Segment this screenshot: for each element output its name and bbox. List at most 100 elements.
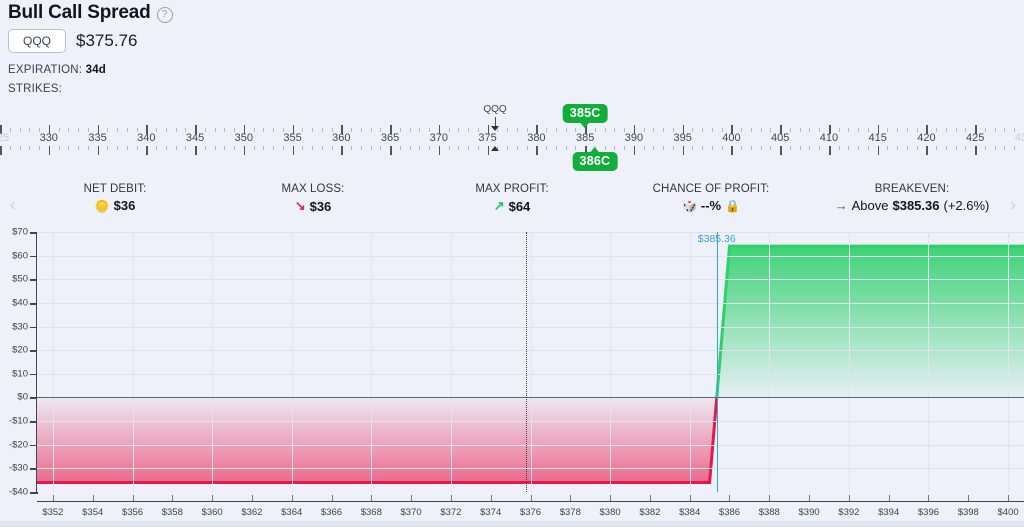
bottom-scrollbar[interactable] [0, 521, 1024, 527]
ruler-tick-bottom [448, 146, 450, 150]
expiration-row: EXPIRATION: 34d [8, 64, 106, 76]
ruler-tick-bottom [536, 146, 538, 155]
ruler-label: 360 [332, 132, 351, 144]
metric-breakeven[interactable]: BREAKEVEN: → Above $385.36 (+2.6%) [835, 183, 990, 213]
gridline-vertical [291, 232, 293, 492]
ruler-tick-bottom [936, 146, 938, 150]
metric-max-loss[interactable]: MAX LOSS: ↘ $36 [282, 183, 345, 214]
y-axis-label: $70 [12, 226, 28, 238]
ruler-tick-top [721, 128, 723, 132]
ruler-tick-top [858, 128, 860, 132]
ruler-tick-top [477, 128, 479, 132]
metric-chance-of-profit[interactable]: CHANCE OF PROFIT: 🎲 --% 🔒 [653, 183, 770, 213]
metric-value: 🎲 --% 🔒 [653, 198, 770, 213]
y-axis-tick [30, 255, 36, 258]
ruler-tick-top [302, 128, 304, 132]
metric-label: BREAKEVEN: [874, 183, 950, 195]
metric-max-profit[interactable]: MAX PROFIT: ↗ $64 [475, 183, 548, 214]
x-axis-tick [570, 495, 572, 501]
ruler-tick-bottom [848, 146, 850, 150]
ruler-tick-bottom [204, 146, 206, 150]
strike-ruler[interactable]: 325 330 335 340 345 350 355 360 365 370 375 380 385 3… [0, 104, 1024, 171]
strike-badge-386c[interactable]: 386C [572, 147, 618, 171]
metric-value-prefix: Above [851, 198, 889, 213]
x-axis-label: $398 [957, 507, 979, 518]
ticker-input[interactable] [8, 29, 66, 53]
ruler-tick-bottom [546, 146, 548, 150]
ruler-tick-bottom [487, 146, 490, 155]
x-axis-tick [411, 495, 413, 501]
y-axis-label: -$20 [8, 439, 28, 451]
payoff-chart: $70 $60 $50 $40 $30 $20 $10 $0 -$10 -$20 -$30 -$40 [0, 227, 1024, 502]
x-axis-tick [132, 495, 134, 501]
x-axis [37, 501, 1024, 503]
question-circle-icon[interactable]: ? [156, 6, 173, 23]
x-axis-label: $354 [82, 507, 104, 518]
ruler-tick-top [0, 125, 2, 134]
metric-value: 🪙 $36 [84, 198, 147, 213]
metric-value-text: $64 [508, 198, 531, 214]
y-axis-label: -$30 [8, 462, 28, 474]
ruler-tick-top [945, 128, 947, 132]
ruler-tick-top [185, 128, 187, 132]
lock-icon[interactable]: 🔒 [725, 198, 741, 213]
ruler-tick-bottom [945, 146, 947, 150]
ruler-tick-bottom [48, 146, 51, 155]
ruler-tick-top [243, 125, 246, 134]
ruler-tick-bottom [331, 146, 333, 150]
dice-icon: 🎲 [681, 198, 697, 213]
ruler-tick-top [741, 128, 743, 132]
y-axis-label: $20 [12, 344, 28, 356]
ruler-tick-top [926, 125, 929, 134]
x-axis-label: $382 [639, 507, 661, 518]
ruler-tick-bottom [126, 146, 128, 150]
ruler-tick-bottom [692, 146, 694, 150]
y-axis-label: $50 [12, 273, 28, 285]
ruler-tick-top [234, 128, 236, 132]
breakeven-label: $385.36 [697, 233, 736, 245]
ruler-tick-bottom [585, 146, 587, 155]
ruler-tick-bottom [721, 146, 723, 150]
ruler-tick-top [633, 125, 636, 134]
ruler-tick-bottom [1004, 146, 1006, 150]
gridline-vertical [530, 232, 532, 492]
ruler-label: 430 [1014, 132, 1024, 144]
ruler-tick-bottom [458, 146, 460, 150]
ruler-tick-top [877, 125, 880, 134]
ruler-tick-top [39, 128, 40, 132]
ruler-tick-bottom [68, 146, 70, 150]
metrics-prev-button[interactable]: ‹ [10, 195, 16, 214]
y-axis-tick [30, 279, 36, 281]
gridline-vertical [1008, 232, 1010, 492]
ruler-tick-top [87, 128, 89, 132]
ruler-tick-top [1004, 128, 1006, 132]
ruler-tick-bottom [867, 146, 869, 150]
ruler-tick-top [341, 125, 343, 134]
metrics-next-button[interactable]: › [1010, 195, 1016, 214]
ruler-tick-top [117, 128, 119, 132]
ruler-tick-bottom [809, 146, 811, 150]
metric-net-debit[interactable]: NET DEBIT: 🪙 $36 [84, 183, 147, 213]
plot-area[interactable] [37, 232, 1024, 492]
ruler-tick-bottom [819, 146, 821, 150]
ruler-label: 390 [624, 132, 644, 144]
gridline-vertical [371, 232, 373, 492]
ruler-tick-top [838, 128, 840, 132]
ruler-label: 335 [88, 132, 107, 144]
ruler-tick-bottom [575, 146, 577, 150]
ruler-tick-bottom [29, 146, 31, 150]
x-axis-label: $370 [400, 507, 422, 518]
ruler-tick-bottom [292, 146, 295, 155]
ruler-tick-top [828, 125, 831, 134]
gridline-vertical [450, 232, 452, 492]
page-title: Bull Call Spread [8, 2, 151, 23]
strike-badge-385c[interactable]: 385C [562, 104, 608, 128]
ruler-tick-bottom [19, 146, 21, 150]
gridline-vertical [212, 232, 214, 492]
y-axis-label: -$40 [8, 486, 28, 498]
ruler-tick-bottom [0, 146, 2, 155]
ruler-tick-bottom [828, 146, 831, 155]
ruler-tick-bottom [341, 146, 343, 155]
y-axis-tick [30, 326, 36, 329]
x-axis-label: $376 [519, 507, 542, 518]
